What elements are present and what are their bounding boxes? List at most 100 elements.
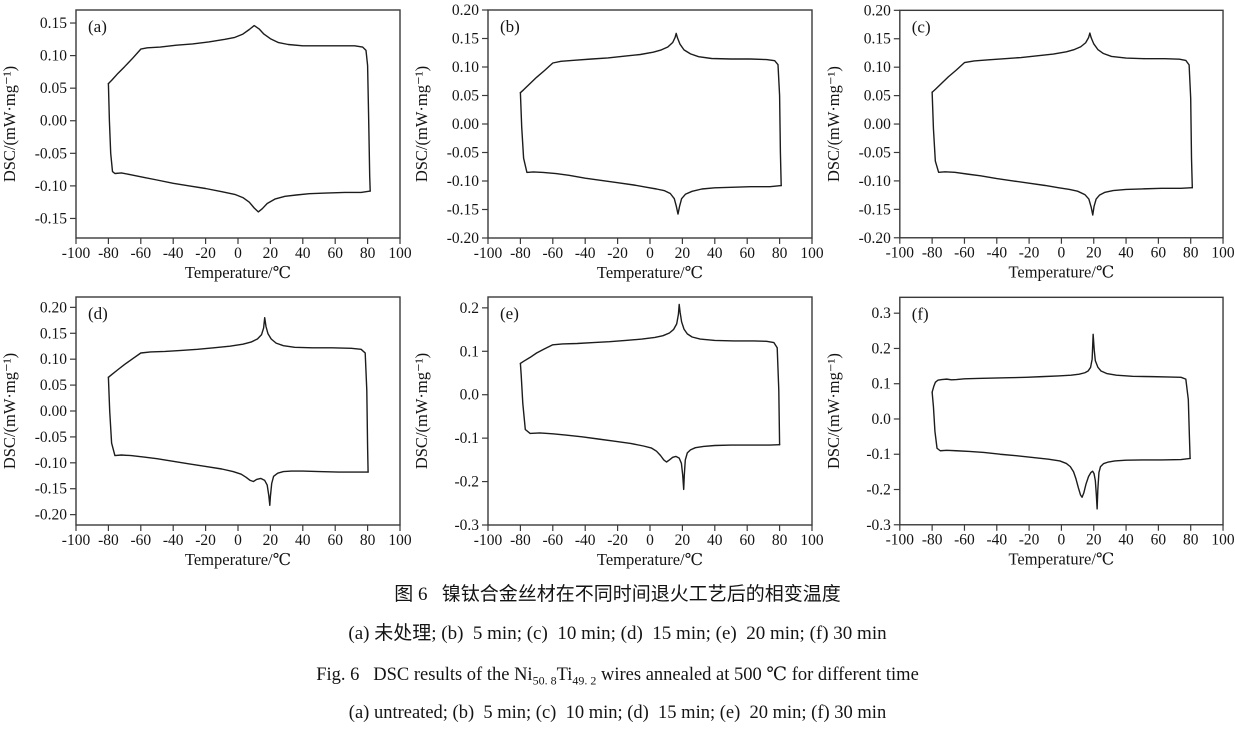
y-tick-label: 0.15	[40, 325, 67, 342]
subplot-e: -100 -80 -60 -40 -20 0 20 40 60 80 100 0.2 0.1 0.0 -0.…	[412, 287, 824, 574]
y-tick-label: 0.2	[872, 340, 891, 357]
y-tick-label: -0.05	[859, 144, 891, 161]
ti-subscript: 49. 2	[572, 673, 597, 688]
x-tick-label: 80	[360, 245, 376, 262]
x-tick-label: 60	[1151, 532, 1167, 549]
y-tick-label: -0.15	[859, 201, 891, 218]
y-tick-label: -0.1	[454, 430, 479, 447]
cooling-curve	[931, 391, 1191, 510]
y-tick-label: 0.15	[40, 15, 67, 32]
y-tick-label: -0.10	[35, 455, 68, 472]
heating-curve	[931, 333, 1191, 460]
x-axis-title: Temperature/℃	[185, 550, 291, 569]
x-axis-title: Temperature/℃	[597, 550, 703, 569]
x-tick-label: 0	[1058, 532, 1066, 549]
dsc-plot-a: -100 -80 -60 -40 -20 0 20 40 60 80 100 0.15 0.10 0.05…	[0, 9, 412, 282]
y-tick-label: 0.20	[40, 299, 67, 316]
x-tick-label: -80	[922, 532, 943, 549]
x-tick-label: -80	[510, 245, 531, 262]
x-tick-label: -60	[542, 245, 563, 262]
y-tick-label: 0.2	[460, 300, 479, 317]
panel-label: (b)	[500, 17, 520, 36]
cooling-curve	[519, 91, 782, 215]
caption-zh-items: (a) 未处理; (b) 5 min; (c) 10 min; (d) 15 m…	[348, 623, 887, 645]
y-tick-label: -0.10	[859, 173, 891, 190]
x-tick-label: 20	[263, 532, 279, 549]
x-tick-label: 80	[360, 532, 376, 549]
x-tick-label: 60	[1151, 245, 1167, 262]
x-tick-label: 0	[234, 532, 242, 549]
x-tick-label: -100	[886, 532, 915, 549]
y-tick-label: -0.10	[35, 178, 68, 195]
y-tick-label: 0.05	[452, 88, 479, 105]
caption-en-title: Fig. 6 DSC results of the Ni50. 8Ti49. 2…	[0, 663, 1235, 689]
x-tick-label: 40	[1118, 245, 1134, 262]
subplot-a: -100 -80 -60 -40 -20 0 20 40 60 80 100 0.15 0.10 0.05…	[0, 0, 412, 287]
y-tick-label: -0.15	[447, 202, 480, 219]
x-tick-label: -20	[1019, 245, 1040, 262]
y-tick-label: 0.15	[864, 31, 891, 48]
y-axis-title: DSC/(mW·mg⁻¹)	[412, 66, 431, 182]
figure-caption: 图 6 镍钛合金丝材在不同时间退火工艺后的相变温度 (a) 未处理; (b) 5…	[0, 580, 1235, 727]
y-tick-label: 0.05	[864, 88, 891, 105]
y-tick-label: -0.20	[859, 230, 891, 247]
caption-en-items: (a) untreated; (b) 5 min; (c) 10 min; (d…	[348, 703, 887, 724]
x-tick-label: 0	[646, 532, 654, 549]
y-axis-title: DSC/(mW·mg⁻¹)	[824, 66, 843, 182]
y-tick-label: 0.10	[40, 351, 67, 368]
x-tick-label: 40	[295, 245, 311, 262]
x-tick-label: -100	[62, 245, 91, 262]
subplot-b: -100 -80 -60 -40 -20 0 20 40 60 80 100 0.20 0.15 0.10…	[412, 0, 824, 287]
y-tick-label: -0.2	[454, 474, 479, 491]
x-tick-label: 100	[800, 532, 824, 549]
subplot-c: -100 -80 -60 -40 -20 0 20 40 60 80 100 0.20 0.15 0.10…	[824, 0, 1235, 287]
x-tick-label: 40	[707, 245, 723, 262]
cooling-curve	[107, 376, 369, 507]
x-tick-label: -40	[986, 245, 1007, 262]
y-tick-label: -0.10	[447, 173, 480, 190]
x-tick-label: 60	[739, 532, 755, 549]
y-tick-label: -0.05	[447, 145, 480, 162]
y-tick-label: -0.15	[35, 481, 68, 498]
x-tick-label: 20	[263, 245, 279, 262]
plot-border	[75, 9, 401, 239]
x-axis-title: Temperature/℃	[185, 263, 291, 282]
panel-label: (f)	[912, 304, 929, 323]
y-tick-label: -0.20	[447, 230, 480, 247]
x-axis-title: Temperature/℃	[1009, 550, 1115, 569]
x-tick-label: -40	[163, 532, 184, 549]
y-tick-label: 0.1	[872, 376, 891, 393]
x-tick-label: 20	[1086, 532, 1102, 549]
subplot-f: -100 -80 -60 -40 -20 0 20 40 60 80 100 0.3 0.2 0.1 0.0…	[824, 287, 1235, 574]
x-tick-label: -40	[575, 245, 596, 262]
x-tick-label: -80	[922, 245, 943, 262]
x-tick-label: 60	[327, 532, 343, 549]
x-tick-label: 100	[1211, 245, 1234, 262]
x-tick-label: 80	[1183, 532, 1199, 549]
caption-en-title-ti: Ti	[556, 664, 573, 685]
y-tick-label: 0.15	[452, 31, 479, 48]
y-tick-label: -0.2	[866, 481, 890, 498]
y-tick-label: 0.20	[452, 2, 479, 19]
x-tick-label: 80	[772, 245, 788, 262]
y-tick-label: 0.00	[40, 403, 67, 420]
x-tick-label: 20	[675, 532, 691, 549]
x-tick-label: 60	[327, 245, 343, 262]
y-tick-label: -0.1	[866, 446, 890, 463]
y-tick-label: 0.0	[872, 411, 892, 428]
x-tick-label: -40	[575, 532, 596, 549]
y-axis-title: DSC/(mW·mg⁻¹)	[824, 353, 843, 469]
plot-border	[899, 296, 1224, 526]
x-tick-label: 20	[675, 245, 691, 262]
heating-curve	[519, 32, 782, 187]
x-tick-label: -100	[474, 532, 503, 549]
cooling-curve	[519, 362, 781, 491]
y-tick-label: 0.10	[452, 59, 479, 76]
plot-border	[487, 296, 813, 526]
panel-label: (d)	[88, 304, 108, 323]
y-tick-label: -0.3	[866, 517, 891, 534]
x-tick-label: -20	[607, 532, 628, 549]
y-tick-label: 0.05	[40, 377, 67, 394]
y-tick-label: 0.1	[460, 343, 479, 360]
